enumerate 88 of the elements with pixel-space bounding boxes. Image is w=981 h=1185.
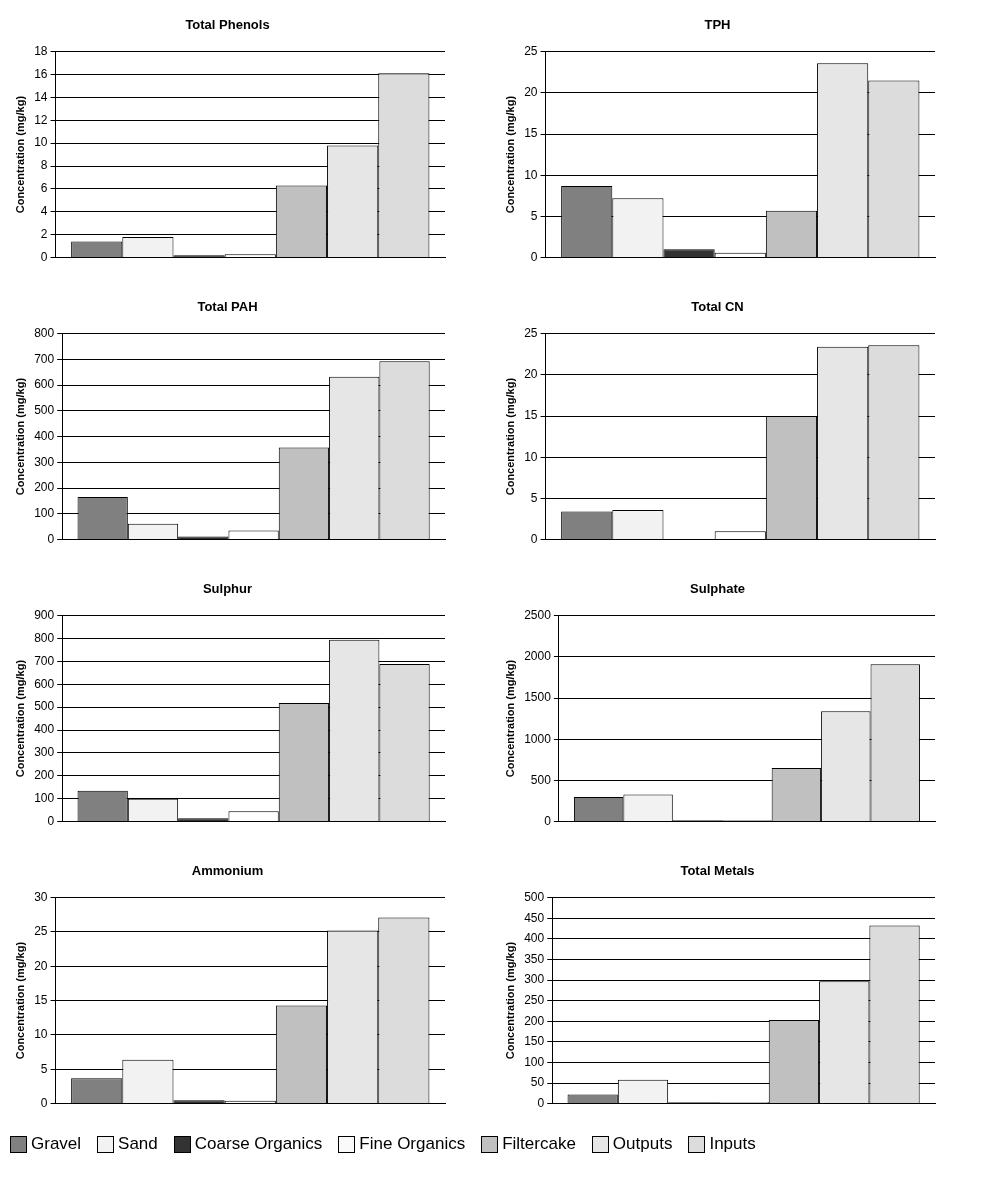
y-tick-label: 20 bbox=[34, 958, 48, 973]
y-tick-label: 4 bbox=[40, 204, 48, 219]
y-tick-label: 500 bbox=[34, 699, 55, 714]
legend-label: Filtercake bbox=[502, 1134, 576, 1154]
y-tick-label: 10 bbox=[34, 135, 48, 150]
y-axis-title: Concentration (mg/kg) bbox=[503, 95, 516, 214]
y-tick-label: 15 bbox=[524, 126, 538, 141]
y-tick-label: 100 bbox=[34, 506, 55, 521]
y-tick-label: 5 bbox=[530, 208, 538, 223]
y-tick-label: 2 bbox=[40, 227, 48, 242]
y-tick-label: 18 bbox=[34, 43, 48, 58]
y-tick-label: 500 bbox=[34, 403, 55, 418]
y-tick-label: 400 bbox=[34, 722, 55, 737]
legend-label: Sand bbox=[118, 1134, 158, 1154]
y-tick-label: 400 bbox=[524, 931, 545, 946]
y-tick-label: 20 bbox=[524, 85, 538, 100]
y-tick-label: 700 bbox=[34, 653, 55, 668]
legend-label: Outputs bbox=[612, 1134, 673, 1154]
y-tick-label: 700 bbox=[34, 351, 55, 366]
y-tick-label: 0 bbox=[544, 813, 552, 828]
legend-label: Inputs bbox=[709, 1134, 756, 1154]
y-tick-label: 14 bbox=[34, 89, 48, 104]
legend-label: Coarse Organics bbox=[194, 1134, 323, 1154]
y-axis-title: Concentration (mg/kg) bbox=[503, 377, 516, 496]
y-tick-label: 900 bbox=[34, 607, 55, 622]
y-tick-label: 10 bbox=[34, 1027, 48, 1042]
y-tick-label: 0 bbox=[40, 1095, 48, 1110]
y-tick-label: 0 bbox=[47, 813, 55, 828]
y-axis-title: Concentration (mg/kg) bbox=[13, 659, 26, 778]
y-tick-label: 200 bbox=[524, 1013, 545, 1028]
y-tick-label: 400 bbox=[34, 428, 55, 443]
y-axis-title: Concentration (mg/kg) bbox=[13, 377, 26, 496]
y-tick-label: 500 bbox=[530, 772, 552, 787]
chart-title: Total CN bbox=[691, 299, 744, 315]
legend-label: Fine Organics bbox=[359, 1134, 466, 1154]
y-tick-label: 0 bbox=[530, 249, 538, 264]
y-tick-label: 10 bbox=[524, 167, 538, 182]
y-tick-label: 150 bbox=[524, 1034, 545, 1049]
y-tick-label: 0 bbox=[40, 249, 48, 264]
y-tick-label: 30 bbox=[34, 889, 48, 904]
y-tick-label: 300 bbox=[524, 972, 545, 987]
y-tick-label: 100 bbox=[34, 791, 55, 806]
chart-title: Total Metals bbox=[680, 863, 755, 879]
y-tick-label: 500 bbox=[524, 889, 545, 904]
chart-title: Total Phenols bbox=[185, 17, 270, 33]
y-tick-label: 25 bbox=[34, 924, 48, 939]
y-tick-label: 16 bbox=[34, 66, 48, 81]
y-tick-label: 1500 bbox=[524, 690, 552, 705]
y-tick-label: 0 bbox=[530, 531, 538, 546]
y-tick-label: 0 bbox=[537, 1095, 545, 1110]
legend-label: Gravel bbox=[31, 1134, 82, 1154]
chart-title: Total PAH bbox=[197, 299, 258, 315]
y-tick-label: 800 bbox=[34, 630, 55, 645]
y-tick-label: 20 bbox=[524, 367, 538, 382]
y-tick-label: 200 bbox=[34, 768, 55, 783]
y-tick-label: 250 bbox=[524, 992, 545, 1007]
y-tick-label: 0 bbox=[47, 531, 55, 546]
y-tick-label: 10 bbox=[524, 449, 538, 464]
chart-title: TPH bbox=[704, 17, 731, 33]
chart-title: Ammonium bbox=[191, 863, 264, 879]
y-tick-label: 5 bbox=[530, 490, 538, 505]
y-tick-label: 15 bbox=[34, 992, 48, 1007]
y-tick-label: 450 bbox=[524, 910, 545, 925]
y-tick-label: 300 bbox=[34, 745, 55, 760]
y-tick-label: 50 bbox=[530, 1075, 545, 1090]
y-tick-label: 350 bbox=[524, 951, 545, 966]
y-tick-label: 800 bbox=[34, 325, 55, 340]
chart-title: Sulphate bbox=[690, 581, 745, 597]
y-axis-title: Concentration (mg/kg) bbox=[503, 659, 516, 778]
y-tick-label: 200 bbox=[34, 480, 55, 495]
y-tick-label: 2000 bbox=[524, 649, 552, 664]
y-axis-title: Concentration (mg/kg) bbox=[503, 941, 516, 1060]
y-tick-label: 8 bbox=[40, 158, 48, 173]
y-tick-label: 1000 bbox=[524, 731, 552, 746]
y-tick-label: 12 bbox=[34, 112, 48, 127]
y-tick-label: 600 bbox=[34, 377, 55, 392]
y-axis-title: Concentration (mg/kg) bbox=[13, 941, 26, 1060]
y-tick-label: 100 bbox=[524, 1054, 545, 1069]
y-axis-title: Concentration (mg/kg) bbox=[13, 95, 26, 214]
y-tick-label: 5 bbox=[40, 1061, 48, 1076]
y-tick-label: 15 bbox=[524, 408, 538, 423]
y-tick-label: 25 bbox=[524, 43, 538, 58]
y-tick-label: 2500 bbox=[524, 607, 552, 622]
y-tick-label: 300 bbox=[34, 454, 55, 469]
y-tick-label: 600 bbox=[34, 676, 55, 691]
y-tick-label: 6 bbox=[40, 181, 48, 196]
chart-title: Sulphur bbox=[202, 581, 253, 597]
y-tick-label: 25 bbox=[524, 325, 538, 340]
